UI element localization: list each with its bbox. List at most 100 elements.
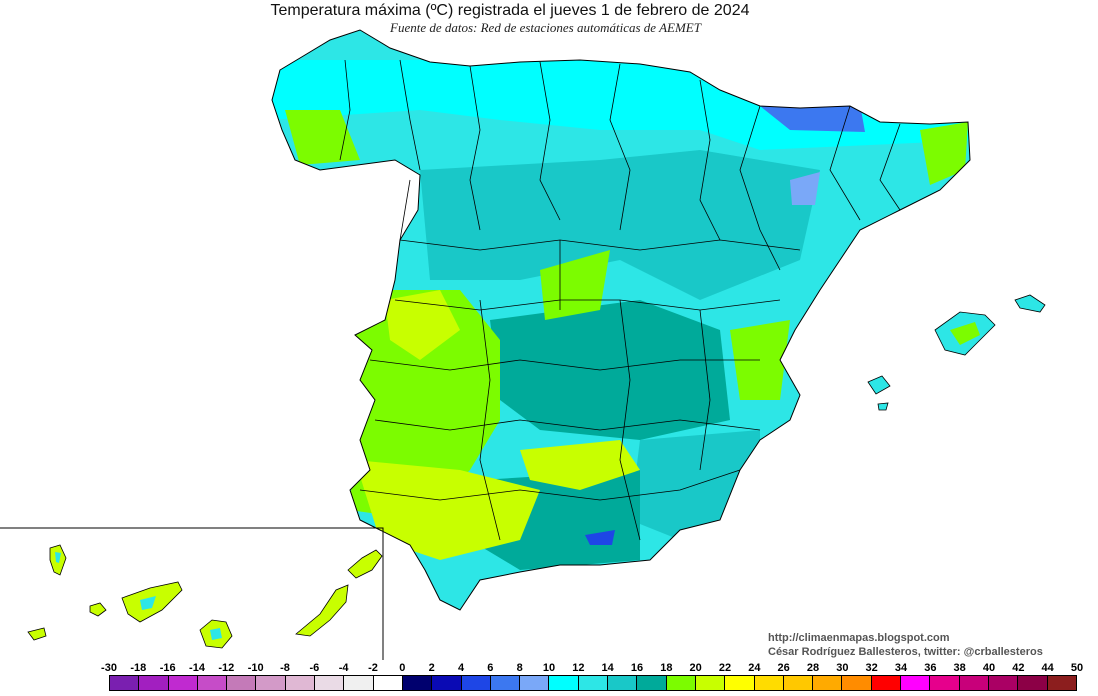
zone-galicia-warm	[285, 110, 360, 165]
legend-label: 0	[399, 662, 406, 674]
legend-swatch	[871, 676, 902, 690]
province-boundaries	[339, 59, 901, 541]
legend-label: 16	[630, 662, 644, 674]
legend-swatch	[695, 676, 726, 690]
ibiza	[867, 375, 891, 395]
zone-extremadura-warm	[385, 290, 460, 360]
legend-swatch	[930, 676, 960, 690]
legend-swatch	[842, 676, 872, 690]
zone-guadalquivir-warm	[355, 460, 540, 560]
peninsula	[272, 30, 970, 610]
zone-west-warm	[350, 290, 500, 520]
legend-label: -14	[189, 662, 205, 674]
legend-label: 50	[1070, 662, 1084, 674]
legend-label: 36	[924, 662, 937, 674]
zone-meseta-north	[420, 150, 820, 300]
zone-jaen-warm	[520, 440, 640, 490]
legend-swatch	[139, 676, 169, 690]
color-legend-bar	[109, 675, 1077, 691]
legend-label: -4	[338, 662, 349, 674]
zone-pyrenees-cold	[760, 104, 865, 132]
legend-swatch	[110, 676, 140, 690]
legend-swatch	[197, 676, 228, 690]
peninsula-outline	[271, 29, 971, 611]
menorca	[1014, 294, 1046, 313]
legend-swatch	[520, 676, 550, 690]
legend-swatch	[373, 676, 403, 690]
legend-label: -16	[159, 662, 176, 674]
canary-islands	[27, 544, 383, 649]
legend-label: 8	[516, 662, 523, 674]
credits-url: http://climaenmapas.blogspot.com	[768, 632, 950, 644]
legend-label: 30	[836, 662, 849, 674]
legend-label: 12	[572, 662, 585, 674]
legend-label: 40	[982, 662, 996, 674]
legend-label: 44	[1041, 662, 1054, 674]
legend-swatch	[256, 676, 286, 690]
legend-swatch	[578, 676, 609, 690]
legend-label: 14	[601, 662, 614, 674]
legend-label: 20	[689, 662, 702, 674]
legend-swatch	[402, 676, 433, 690]
zone-toledo-warm	[540, 250, 610, 320]
legend-swatch	[988, 676, 1019, 690]
el-hierro	[27, 627, 47, 641]
balearic-islands	[867, 294, 1046, 411]
canary-inset-frame	[0, 527, 384, 660]
fuerteventura	[295, 584, 349, 637]
legend-label: 38	[953, 662, 966, 674]
map-title: Temperatura máxima (ºC) registrada el ju…	[270, 2, 750, 19]
legend-labels: -30 -18 -16 -14 -12 -10 -8 -6 -4 -2 0 2 4 6 8 10 12 14 16 1…	[0, 662, 1098, 676]
legend-label: -2	[368, 662, 378, 674]
la-palma-cool	[55, 552, 61, 563]
legend-swatch	[754, 676, 784, 690]
legend-label: -8	[280, 662, 290, 674]
legend-label: -10	[247, 662, 264, 674]
legend-swatch	[666, 676, 696, 690]
legend-label: 18	[660, 662, 673, 674]
legend-label: 28	[806, 662, 820, 674]
legend-swatch	[432, 676, 462, 690]
legend-swatch	[285, 676, 316, 690]
tenerife-cool	[140, 596, 156, 610]
legend-swatch	[1018, 676, 1048, 690]
legend-label: -18	[130, 662, 147, 674]
legend-swatch	[959, 676, 989, 690]
lanzarote	[347, 549, 383, 579]
legend-label: 6	[487, 662, 494, 674]
map-source-subtitle: Fuente de datos: Red de estaciones autom…	[390, 20, 701, 35]
legend-swatch	[168, 676, 198, 690]
credits-author: César Rodríguez Ballesteros, twitter: @c…	[768, 646, 1043, 658]
legend-swatch	[549, 676, 579, 690]
legend-swatch	[813, 676, 843, 690]
legend-label: 24	[748, 662, 761, 674]
credits: http://climaenmapas.blogspot.com César R…	[768, 631, 1043, 659]
legend-label: 34	[894, 662, 908, 674]
legend-label: 4	[457, 662, 465, 674]
legend-label: 32	[865, 662, 878, 674]
legend-swatch	[901, 676, 931, 690]
legend-swatch	[637, 676, 667, 690]
legend-label: 22	[718, 662, 732, 674]
legend-label: 2	[428, 662, 435, 674]
legend-label: -6	[309, 662, 320, 674]
zone-catalonia-warm	[920, 122, 968, 185]
zone-iberico-cold	[790, 172, 820, 205]
legend-label: 42	[1012, 662, 1025, 674]
legend-label: -30	[101, 662, 117, 674]
la-gomera	[89, 602, 107, 617]
legend-swatch	[1047, 676, 1076, 690]
legend-swatch	[490, 676, 521, 690]
zone-meseta-south	[490, 300, 730, 440]
legend-label: -12	[218, 662, 235, 674]
legend-swatch	[783, 676, 814, 690]
legend-swatch	[608, 676, 638, 690]
gran-canaria-cool	[210, 628, 222, 640]
spain-temperature-map	[0, 29, 1046, 660]
legend-label: 26	[777, 662, 790, 674]
legend-swatch	[725, 676, 755, 690]
legend-swatch	[461, 676, 491, 690]
legend-swatch	[344, 676, 374, 690]
mallorca-warm	[950, 322, 980, 345]
legend-swatch	[315, 676, 345, 690]
